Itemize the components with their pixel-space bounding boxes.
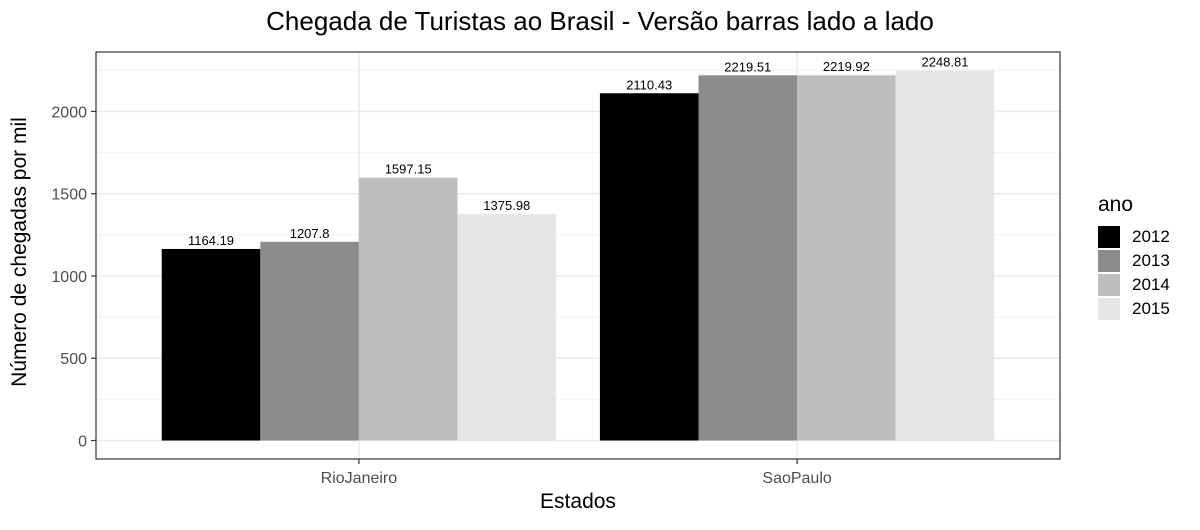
legend-label: 2015 (1132, 299, 1170, 318)
y-tick-label: 2000 (51, 104, 87, 121)
legend-item-2014: 2014 (1098, 273, 1170, 297)
bar-value-label: 1597.15 (385, 162, 432, 177)
legend-swatch (1098, 274, 1120, 296)
legend-swatch (1098, 298, 1120, 320)
bar-RioJaneiro-2015 (457, 214, 557, 441)
legend-label: 2012 (1132, 227, 1170, 246)
chart-title: Chegada de Turistas ao Brasil - Versão b… (266, 6, 934, 36)
bar-SaoPaulo-2013 (698, 75, 798, 441)
y-tick-label: 1500 (51, 187, 87, 204)
y-axis-label: Número de chegadas por mil (8, 117, 31, 387)
bar-RioJaneiro-2014 (358, 177, 458, 441)
bar-value-label: 2219.51 (724, 59, 771, 74)
y-tick-label: 500 (60, 351, 87, 368)
bar-value-label: 2110.43 (626, 77, 672, 92)
bar-SaoPaulo-2012 (599, 93, 699, 441)
plot-border (95, 51, 1061, 460)
bar-value-label: 2219.92 (823, 59, 870, 74)
bar-value-label: 1164.19 (188, 233, 234, 248)
legend-item-2015: 2015 (1098, 297, 1170, 321)
legend-title: ano (1098, 193, 1134, 216)
legend-swatch (1098, 250, 1120, 272)
legend: ano 2012 2013 2014 2015 (1098, 193, 1170, 321)
legend-item-2013: 2013 (1098, 249, 1170, 273)
legend-label: 2013 (1132, 251, 1170, 270)
legend-label: 2014 (1132, 275, 1170, 294)
bar-RioJaneiro-2012 (161, 248, 261, 441)
bar-SaoPaulo-2015 (895, 70, 995, 441)
bar-value-label: 1207.8 (290, 226, 330, 241)
bar-value-label: 2248.81 (921, 54, 968, 69)
bar-SaoPaulo-2014 (797, 75, 896, 441)
y-tick-label: 0 (78, 434, 87, 451)
legend-item-2012: 2012 (1098, 225, 1170, 249)
legend-swatch (1098, 226, 1120, 248)
bar-value-label: 1375.98 (483, 198, 530, 213)
bar-RioJaneiro-2013 (260, 241, 359, 441)
x-tick-label: SaoPaulo (762, 470, 831, 487)
y-tick-label: 1000 (51, 269, 87, 286)
x-axis-label: Estados (540, 490, 616, 513)
x-tick-label: RioJaneiro (321, 470, 398, 487)
